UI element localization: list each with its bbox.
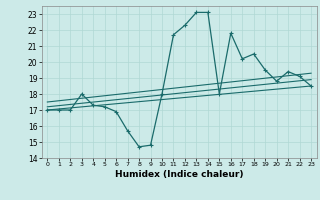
X-axis label: Humidex (Indice chaleur): Humidex (Indice chaleur) [115,170,244,179]
